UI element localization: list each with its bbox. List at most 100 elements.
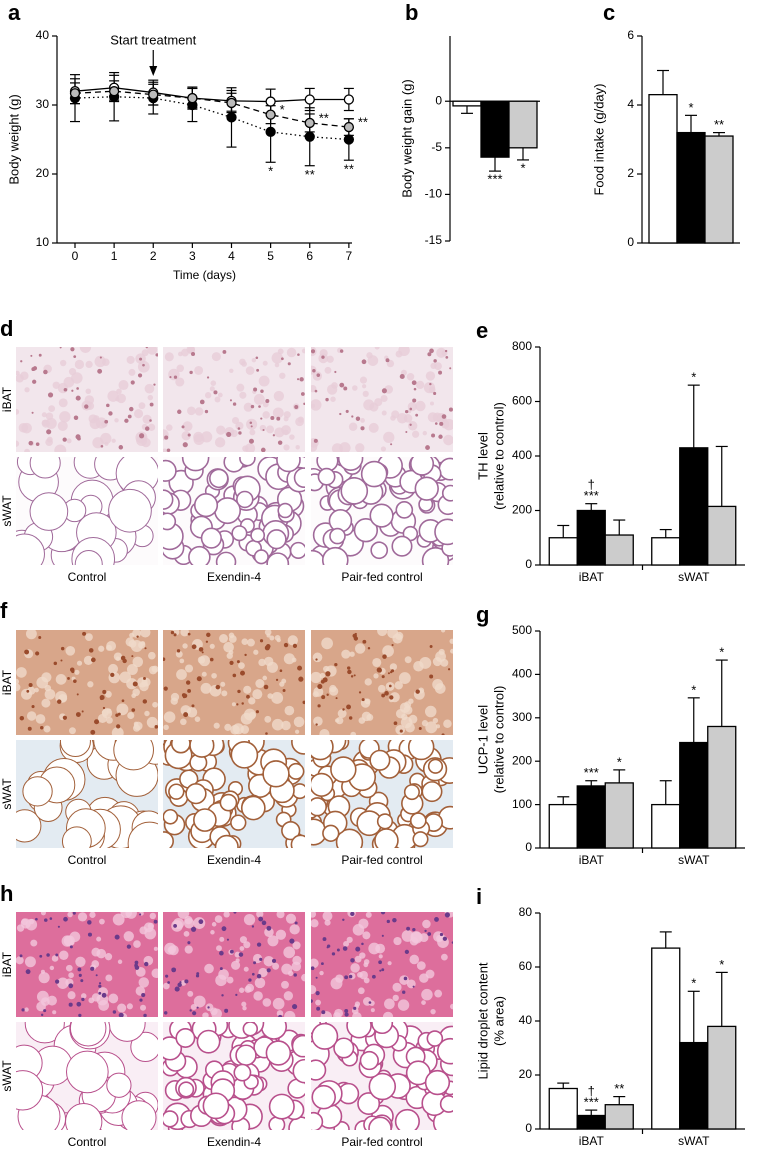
- cell-vacuole: [243, 685, 252, 694]
- cell-vacuole: [149, 912, 157, 920]
- nucleus: [21, 1008, 25, 1012]
- nucleus: [280, 357, 284, 361]
- nucleus: [258, 916, 264, 922]
- cell-vacuole: [214, 915, 223, 923]
- adipocyte: [163, 1110, 179, 1128]
- cell-vacuole: [137, 360, 150, 373]
- adipocyte: [219, 793, 238, 812]
- cell-vacuole: [179, 658, 185, 664]
- cell-vacuole: [183, 930, 190, 937]
- cell-vacuole: [380, 446, 387, 452]
- nucleus: [317, 684, 323, 690]
- adipocyte: [394, 1108, 420, 1130]
- cell-vacuole: [216, 945, 222, 952]
- cell-vacuole: [231, 702, 236, 707]
- nucleus: [226, 431, 232, 437]
- bar: [679, 741, 709, 849]
- nucleus: [153, 919, 158, 924]
- x-tick-label: sWAT: [678, 570, 710, 584]
- cell-vacuole: [52, 1010, 57, 1015]
- adipocyte: [196, 1029, 221, 1054]
- cell-vacuole: [146, 716, 158, 728]
- y-tick-label: 400: [512, 448, 532, 462]
- adipocyte: [426, 1030, 444, 1047]
- cell-vacuole: [313, 686, 324, 697]
- nucleus: [127, 414, 132, 419]
- cell-vacuole: [291, 961, 302, 972]
- adipocyte: [215, 551, 237, 565]
- cell-vacuole: [106, 641, 117, 651]
- cell-vacuole: [147, 922, 155, 930]
- cell-vacuole: [182, 421, 193, 432]
- nucleus: [418, 726, 422, 730]
- adipocyte: [288, 1116, 305, 1130]
- cell-vacuole: [346, 936, 353, 943]
- nucleus: [38, 635, 42, 639]
- cell-vacuole: [120, 912, 133, 919]
- cell-vacuole: [43, 725, 51, 733]
- nucleus: [236, 660, 240, 664]
- cell-vacuole: [276, 1010, 284, 1017]
- cell-vacuole: [294, 729, 300, 734]
- adipocyte: [330, 756, 357, 783]
- cell-vacuole: [209, 386, 215, 392]
- cell-vacuole: [391, 410, 400, 419]
- cell-vacuole: [57, 382, 69, 394]
- cell-vacuole: [409, 936, 419, 946]
- nucleus: [282, 689, 286, 693]
- nucleus: [325, 671, 331, 677]
- adipocyte: [311, 797, 327, 817]
- cell-vacuole: [204, 963, 214, 974]
- column-label: Control: [68, 1135, 107, 1149]
- cell-vacuole: [126, 664, 138, 675]
- nucleus: [303, 402, 305, 406]
- nucleus: [244, 653, 247, 657]
- y-tick-label: 300: [512, 710, 532, 724]
- nucleus: [196, 972, 200, 976]
- cell-vacuole: [44, 689, 56, 700]
- cell-vacuole: [368, 422, 379, 433]
- adipocyte: [59, 740, 91, 758]
- bar: [452, 100, 482, 107]
- cell-vacuole: [59, 359, 67, 367]
- x-tick-label: iBAT: [579, 853, 605, 867]
- nucleus: [388, 684, 392, 688]
- bar: [651, 803, 681, 849]
- adipocyte: [69, 1022, 107, 1047]
- cell-vacuole: [214, 437, 226, 448]
- y-tick-label: -15: [425, 233, 443, 247]
- adipocyte: [360, 460, 388, 488]
- nucleus: [300, 392, 305, 396]
- cell-vacuole: [36, 990, 49, 1003]
- significance-label: *: [688, 100, 693, 115]
- panel-letter: g: [476, 602, 489, 627]
- nucleus: [100, 444, 104, 448]
- nucleus: [191, 644, 197, 650]
- x-tick-label: 2: [150, 249, 157, 263]
- nucleus: [35, 917, 38, 921]
- adipocyte: [181, 457, 210, 472]
- adipocyte: [293, 467, 305, 489]
- cell-vacuole: [403, 705, 413, 715]
- cell-vacuole: [239, 946, 245, 951]
- nucleus: [117, 712, 121, 716]
- nucleus: [80, 979, 84, 983]
- nucleus: [163, 657, 166, 662]
- nucleus: [263, 684, 269, 690]
- nucleus: [411, 380, 417, 386]
- nucleus: [390, 669, 395, 673]
- cell-vacuole: [349, 651, 355, 657]
- nucleus: [163, 1011, 168, 1015]
- annotation: Start treatment: [110, 32, 196, 47]
- cell-vacuole: [217, 392, 223, 398]
- nucleus: [321, 695, 326, 700]
- nucleus: [177, 982, 182, 988]
- nucleus: [405, 430, 408, 433]
- nucleus: [386, 919, 390, 924]
- nucleus: [445, 355, 449, 359]
- nucleus: [57, 925, 60, 928]
- nucleus: [28, 440, 34, 446]
- cell-vacuole: [65, 964, 73, 972]
- cell-vacuole: [362, 390, 369, 397]
- cell-vacuole: [68, 368, 77, 376]
